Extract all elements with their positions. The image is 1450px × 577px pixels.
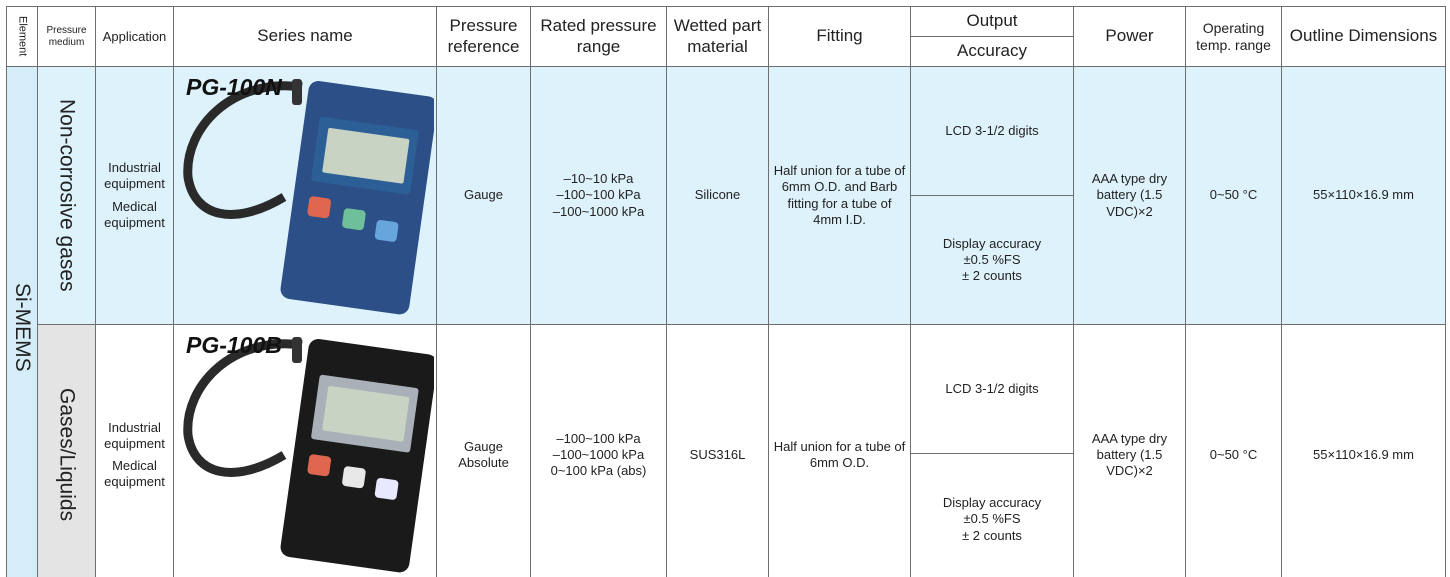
pressure-medium: Gases/Liquids xyxy=(55,388,79,522)
pressure-medium: Non-corrosive gases xyxy=(55,99,79,292)
header-element-cell: Element xyxy=(6,6,38,67)
header-operating-temp-range-cell: Operating temp. range xyxy=(1185,6,1282,67)
fitting-cell: Half union for a tube of 6mm O.D. and Ba… xyxy=(768,66,911,325)
accuracy: ±0.5 %FS xyxy=(963,251,1021,267)
operating-temp-range: 0~50 °C xyxy=(1209,446,1258,462)
header-operating-temp-range: Operating temp. range xyxy=(1196,19,1271,53)
accuracy: ± 2 counts xyxy=(962,527,1022,543)
product-image xyxy=(183,79,434,315)
accuracy: ± 2 counts xyxy=(962,268,1022,284)
application: Medical equipment xyxy=(104,198,165,230)
header-series-name-cell: Series name xyxy=(173,6,437,67)
rated-pressure-range: –100~100 kPa xyxy=(556,430,641,446)
rated-pressure-range: –100~1000 kPa xyxy=(552,446,645,462)
header-fitting-cell: Fitting xyxy=(768,6,911,67)
header-power: Power xyxy=(1105,26,1154,46)
accuracy: Display accuracy xyxy=(942,235,1042,251)
power-cell: AAA type dry battery (1.5 VDC)×2 xyxy=(1073,66,1186,325)
power: AAA type dry battery (1.5 VDC)×2 xyxy=(1091,430,1168,479)
power: AAA type dry battery (1.5 VDC)×2 xyxy=(1091,171,1168,219)
output: LCD 3-1/2 digits xyxy=(945,122,1039,138)
rated-pressure-range-cell: –10~10 kPa –100~100 kPa –100~1000 kPa xyxy=(530,66,667,325)
accuracy: Display accuracy xyxy=(942,495,1042,511)
header-power-cell: Power xyxy=(1073,6,1186,67)
accuracy-cell: Display accuracy ±0.5 %FS ± 2 counts xyxy=(910,453,1074,577)
wetted-part-material: Silicone xyxy=(694,187,741,203)
header-accuracy: Accuracy xyxy=(957,41,1027,61)
application-cell: Industrial equipment Medical equipment xyxy=(95,324,174,577)
outline-dimensions: 55×110×16.9 mm xyxy=(1313,446,1414,462)
header-wetted-part-material: Wetted part material xyxy=(673,16,762,56)
header-accuracy-cell: Accuracy xyxy=(910,36,1074,67)
series-name: PG-100N xyxy=(186,74,282,100)
header-application-cell: Application xyxy=(95,6,174,67)
header-rated-pressure-range: Rated pressure range xyxy=(540,16,657,56)
outline-dimensions-cell: 55×110×16.9 mm xyxy=(1281,324,1446,577)
outline-dimensions-cell: 55×110×16.9 mm xyxy=(1281,66,1446,325)
accuracy: ±0.5 %FS xyxy=(963,511,1021,527)
header-wetted-part-material-cell: Wetted part material xyxy=(666,6,769,67)
wetted-part-material-cell: Silicone xyxy=(666,66,769,325)
rated-pressure-range: 0~100 kPa (abs) xyxy=(550,463,647,479)
pressure-medium-cell: Gases/Liquids xyxy=(37,324,96,577)
pressure-reference: Absolute xyxy=(458,455,509,470)
rated-pressure-range: –100~100 kPa xyxy=(556,187,641,203)
element-cell: Si-MEMS xyxy=(6,66,38,577)
fitting: Half union for a tube of 6mm O.D. xyxy=(773,438,906,470)
rated-pressure-range: –10~10 kPa xyxy=(563,171,634,187)
application-cell: Industrial equipment Medical equipment xyxy=(95,66,174,325)
series-cell: PG-100B xyxy=(173,324,437,577)
header-series-name: Series name xyxy=(257,26,353,46)
rated-pressure-range: –100~1000 kPa xyxy=(552,203,645,219)
fitting: Half union for a tube of 6mm O.D. and Ba… xyxy=(773,163,906,227)
wetted-part-material: SUS316L xyxy=(689,446,746,462)
fitting-cell: Half union for a tube of 6mm O.D. xyxy=(768,324,911,577)
series-cell: PG-100N xyxy=(173,66,437,325)
power-cell: AAA type dry battery (1.5 VDC)×2 xyxy=(1073,324,1186,577)
header-output-cell: Output xyxy=(910,6,1074,37)
accuracy-cell: Display accuracy ±0.5 %FS ± 2 counts xyxy=(910,195,1074,325)
pressure-reference: Gauge xyxy=(463,187,504,203)
application: Industrial equipment xyxy=(104,419,165,451)
header-application: Application xyxy=(102,28,167,44)
operating-temp-range: 0~50 °C xyxy=(1209,187,1258,203)
output-cell: LCD 3-1/2 digits xyxy=(910,324,1074,454)
header-fitting: Fitting xyxy=(816,26,863,46)
header-rated-pressure-range-cell: Rated pressure range xyxy=(530,6,667,67)
pressure-reference-cell: Gauge xyxy=(436,66,531,325)
product-image xyxy=(183,337,434,573)
header-outline-dimensions: Outline Dimensions xyxy=(1289,26,1438,46)
output: LCD 3-1/2 digits xyxy=(945,380,1039,396)
wetted-part-material-cell: SUS316L xyxy=(666,324,769,577)
application: Medical equipment xyxy=(104,458,165,490)
rated-pressure-range-cell: –100~100 kPa –100~1000 kPa 0~100 kPa (abs) xyxy=(530,324,667,577)
application: Industrial equipment xyxy=(104,160,165,192)
header-pressure-medium-cell: Pressure medium xyxy=(37,6,96,67)
series-name: PG-100B xyxy=(186,332,282,358)
pressure-medium-cell: Non-corrosive gases xyxy=(37,66,96,325)
operating-temp-range-cell: 0~50 °C xyxy=(1185,324,1282,577)
header-pressure-reference-cell: Pressure reference xyxy=(436,6,531,67)
header-outline-dimensions-cell: Outline Dimensions xyxy=(1281,6,1446,67)
header-element: Element xyxy=(16,16,29,57)
header-pressure-medium: Pressure medium xyxy=(46,24,87,48)
pressure-reference-cell: Gauge Absolute xyxy=(436,324,531,577)
output-cell: LCD 3-1/2 digits xyxy=(910,66,1074,196)
pressure-reference: Gauge xyxy=(463,438,504,454)
operating-temp-range-cell: 0~50 °C xyxy=(1185,66,1282,325)
header-output: Output xyxy=(966,11,1018,31)
outline-dimensions: 55×110×16.9 mm xyxy=(1313,187,1414,203)
header-pressure-reference: Pressure reference xyxy=(447,16,520,56)
element: Si-MEMS xyxy=(11,282,35,372)
